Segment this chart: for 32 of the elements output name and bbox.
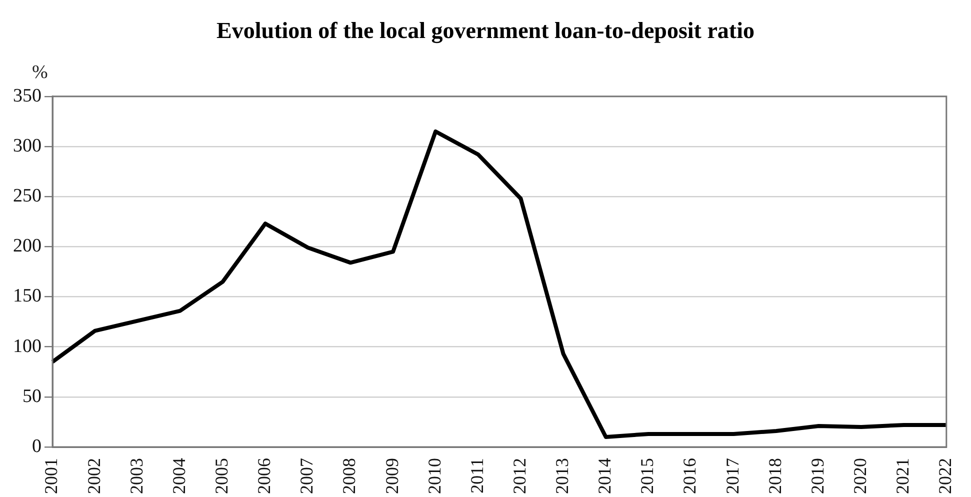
- y-tick-label: 150: [13, 286, 42, 307]
- x-tick-label: 2011: [466, 458, 487, 494]
- y-tick-label: 50: [22, 386, 42, 407]
- y-tick-label: 200: [13, 236, 42, 257]
- x-tick-label: 2005: [212, 458, 232, 494]
- x-tick-label: 2003: [126, 458, 146, 494]
- x-tick-label: 2012: [509, 458, 530, 494]
- x-tick-label: 2006: [254, 458, 274, 494]
- x-tick-label: 2008: [339, 458, 360, 494]
- y-axis-title: %: [32, 62, 48, 84]
- x-tick-label: 2014: [594, 458, 615, 494]
- x-tick-label: 2004: [168, 458, 189, 494]
- x-tick-label: 2017: [722, 458, 742, 494]
- chart-title: Evolution of the local government loan-to-deposit ratio: [216, 18, 756, 44]
- x-tick-label: 2022: [935, 458, 956, 494]
- x-tick-label: 2001: [41, 458, 62, 494]
- y-tick-label: 100: [13, 336, 42, 357]
- x-tick-label: 2016: [680, 458, 700, 494]
- x-tick-label: 2013: [552, 458, 572, 494]
- x-tick-label: 2010: [424, 458, 444, 494]
- y-tick-label: 0: [32, 436, 42, 457]
- x-tick-label: 2015: [637, 458, 658, 494]
- x-tick-label: 2002: [84, 458, 104, 494]
- x-tick-label: 2009: [382, 458, 402, 494]
- x-tick-label: 2018: [764, 458, 785, 494]
- x-tick-label: 2020: [850, 458, 870, 494]
- y-tick-label: 350: [13, 85, 42, 106]
- x-tick-label: 2019: [807, 458, 828, 494]
- y-tick-label: 300: [13, 135, 42, 156]
- x-tick-label: 2021: [892, 458, 913, 494]
- y-tick-label: 250: [13, 186, 42, 207]
- x-tick-label: 2007: [296, 458, 317, 494]
